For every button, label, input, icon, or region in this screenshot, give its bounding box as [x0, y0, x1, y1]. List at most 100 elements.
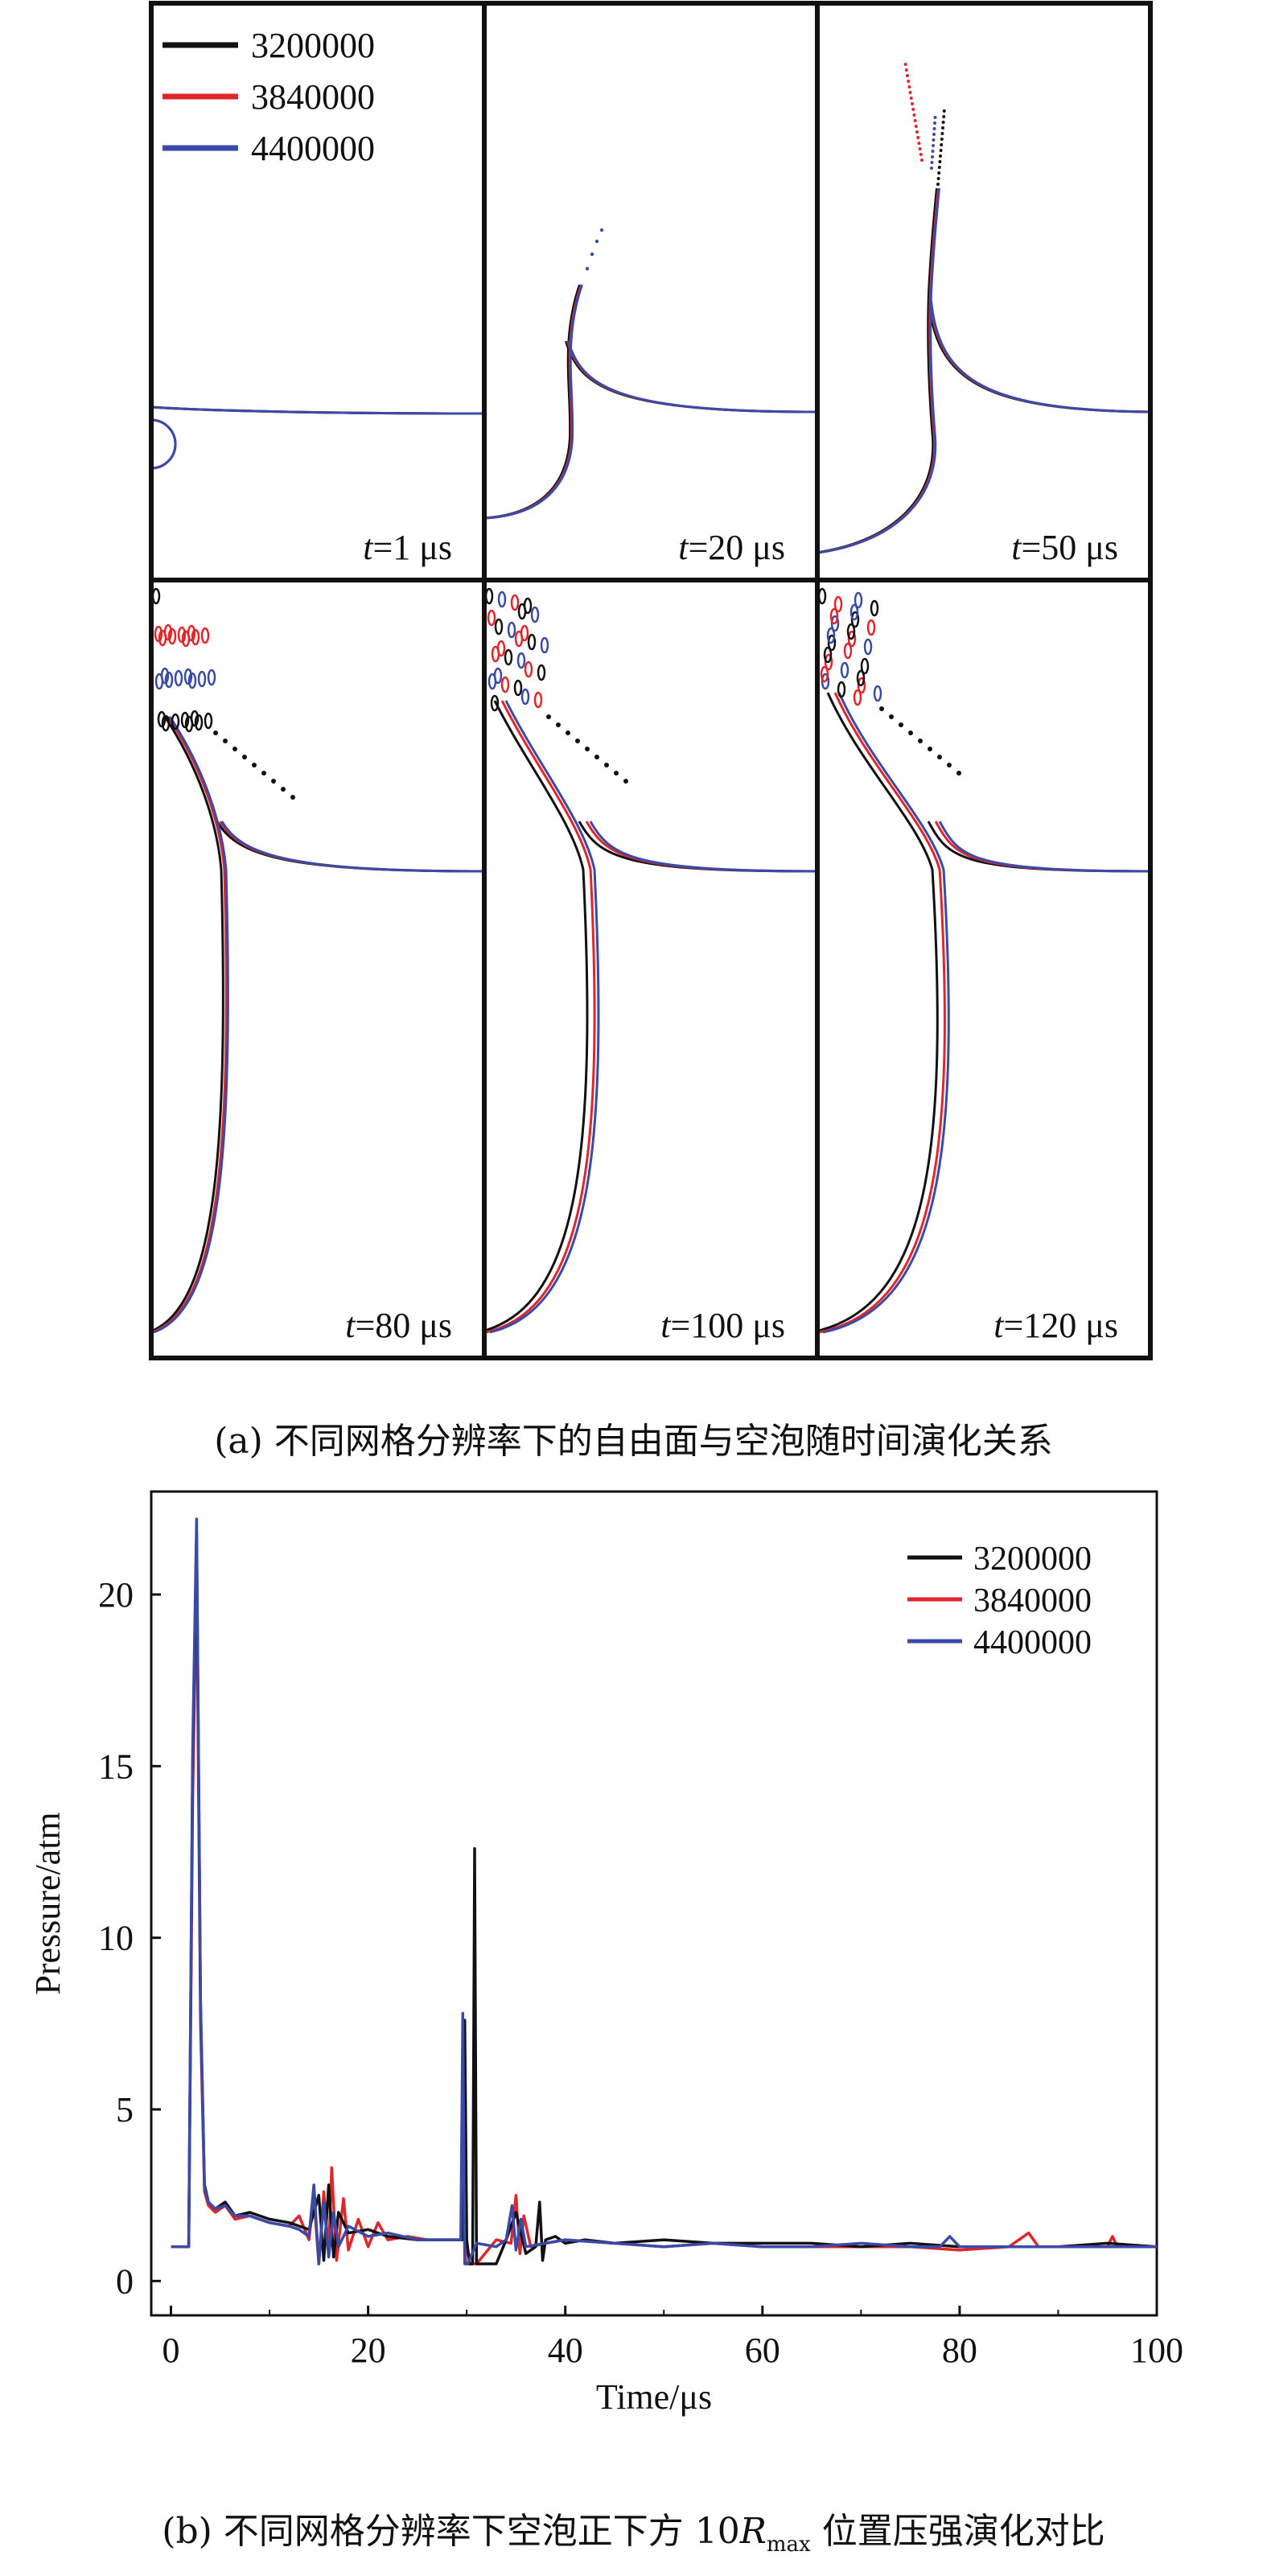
spray-fragment: [520, 624, 529, 642]
spray-fragment: [490, 694, 500, 712]
droplet: [575, 739, 580, 743]
droplet: [956, 771, 961, 776]
droplet: [933, 116, 937, 119]
y-tick-label: 5: [116, 2090, 134, 2130]
droplet: [604, 763, 609, 767]
panel-frame: [149, 1, 1153, 1360]
spray-fragment: [866, 619, 876, 636]
y-tick-label: 15: [98, 1747, 134, 1786]
spray-fragment: [830, 615, 840, 632]
droplet: [911, 108, 915, 111]
spray-fragment: [537, 664, 546, 681]
spray-fragment: [540, 636, 549, 654]
droplet: [614, 771, 619, 776]
x-tick-label: 0: [162, 2331, 180, 2370]
droplet: [913, 119, 917, 122]
plot-frame: [150, 1490, 1158, 2317]
series-line-4400000: [171, 1517, 1157, 2265]
droplet: [947, 763, 952, 767]
spray-fragment: [194, 714, 204, 731]
spray-fragment: [171, 713, 180, 730]
free-surface-panels: t=1 μs t=20 μs t=50 μs t=80 μs t=100 μs t=120…: [149, 1, 1153, 1360]
surface-curve: [151, 405, 484, 415]
spray-fragment: [507, 621, 516, 639]
surface-curve: [817, 692, 1146, 1332]
droplet: [904, 68, 908, 72]
droplet: [928, 747, 932, 751]
droplet: [919, 153, 923, 156]
spray-fragment: [824, 653, 833, 671]
droplet: [931, 155, 934, 158]
panel-3: t=50 μs: [817, 63, 1150, 567]
spray-fragment: [846, 623, 856, 640]
droplet: [261, 771, 266, 776]
caption-b-prefix: (b) 不同网格分辨率下空泡正下方 10: [162, 2511, 740, 2552]
surface-curve: [818, 692, 1150, 1334]
x-tick-label: 20: [351, 2331, 386, 2370]
droplet: [936, 177, 940, 180]
spray-fragment: [873, 685, 882, 702]
spray-fragment: [847, 630, 857, 648]
spray-fragment: [840, 661, 849, 679]
spray-fragment: [183, 668, 193, 685]
panel-6: t=120 μs: [817, 587, 1150, 1345]
droplet: [903, 63, 907, 66]
spray-fragment: [870, 599, 879, 617]
spray-fragment: [497, 591, 507, 608]
droplet: [915, 130, 919, 134]
droplet: [932, 133, 936, 136]
droplet: [907, 85, 911, 88]
droplet: [916, 136, 920, 139]
droplet: [281, 787, 286, 792]
spray-fragment: [530, 606, 540, 623]
y-tick-label: 10: [98, 1919, 134, 1958]
spray-fragment: [167, 628, 177, 645]
spray-fragment: [163, 623, 173, 641]
time-label: t=100 μs: [660, 1306, 785, 1345]
chart-legend-label-1: 3200000: [973, 1541, 1092, 1578]
spray-fragment: [154, 625, 163, 643]
spray-fragment: [164, 671, 174, 689]
droplet: [879, 706, 884, 711]
droplet: [907, 80, 911, 83]
caption-a: (a) 不同网格分辨率下的自由面与空泡随时间演化关系: [214, 1421, 1053, 1462]
y-tick-label: 0: [116, 2261, 134, 2301]
surface-curve: [485, 700, 817, 1334]
y-axis-label: Pressure/atm: [28, 1812, 68, 1994]
spray-fragment: [204, 712, 213, 730]
spray-fragment: [533, 691, 543, 709]
surface-curve: [151, 716, 483, 1333]
spray-fragment: [516, 652, 526, 669]
spray-fragment: [520, 688, 530, 706]
spray-fragment: [504, 648, 513, 666]
droplet: [585, 266, 590, 271]
droplet: [912, 113, 916, 117]
bubble-outline: [151, 418, 177, 470]
spray-fragment: [829, 607, 839, 625]
droplet: [889, 714, 894, 719]
droplet: [271, 779, 276, 784]
spray-fragment: [523, 597, 533, 615]
spray-fragment: [821, 673, 830, 690]
droplet: [940, 143, 944, 146]
droplet: [937, 755, 942, 759]
droplet: [942, 109, 946, 113]
spray-fragment: [850, 611, 860, 628]
spray-fragment: [843, 642, 853, 660]
chart-legend: 3200000 3840000 4400000: [907, 1541, 1092, 1661]
droplet: [594, 755, 599, 759]
surface-curve: [817, 187, 1150, 554]
caption-b-sub: max: [766, 2532, 811, 2557]
caption-b-suffix: 位置压强演化对比: [810, 2511, 1105, 2552]
droplet: [623, 779, 628, 784]
x-tick-label: 40: [548, 2331, 583, 2370]
surface-curve: [153, 716, 484, 1334]
spray-fragment: [160, 667, 170, 685]
droplet: [937, 166, 941, 169]
spray-fragment: [837, 681, 846, 698]
spray-fragment: [527, 633, 537, 651]
droplet: [937, 171, 941, 175]
spray-fragment: [817, 587, 827, 605]
legend-label-3: 4400000: [251, 129, 375, 168]
panel-4: t=80 μs: [151, 587, 484, 1345]
